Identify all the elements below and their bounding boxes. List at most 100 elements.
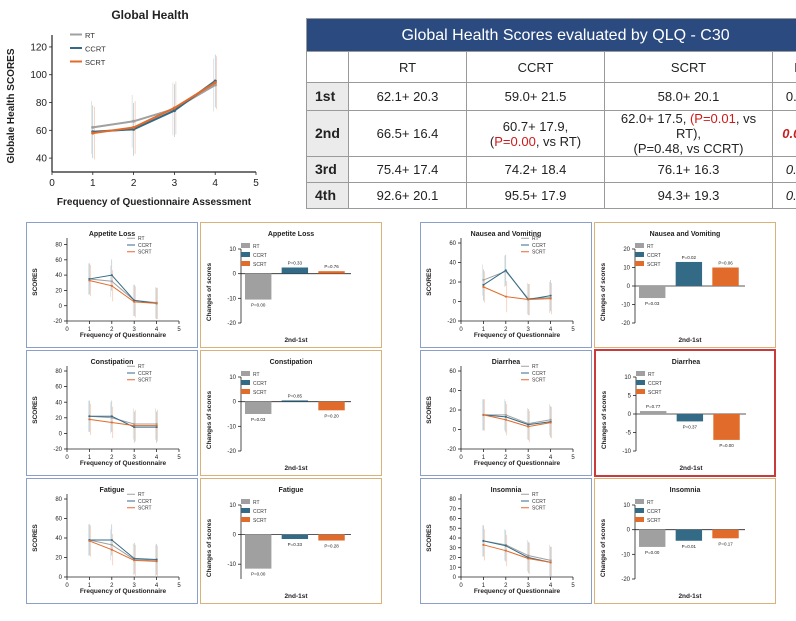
legend-label-scrt: SCRT	[532, 506, 546, 512]
x-tick-label: 1	[482, 455, 486, 461]
bar-p-label: P=0.00	[251, 572, 266, 577]
x-tick-label: 3	[527, 583, 531, 589]
y-tick-label: 100	[30, 70, 47, 81]
x-axis-label: 2nd-1st	[284, 337, 308, 344]
legend-label-rt: RT	[253, 372, 260, 378]
bar-scrt	[712, 529, 739, 539]
cell-p: 0.62	[771, 182, 796, 209]
x-axis-label: 2nd-1st	[679, 465, 703, 472]
x-tick-label: 1	[482, 583, 486, 589]
legend-swatch-scrt	[241, 389, 250, 394]
x-tick-label: 4	[155, 327, 159, 333]
legend-label-scrt: SCRT	[138, 506, 152, 512]
legend-label-scrt: SCRT	[138, 378, 152, 384]
data-point-ccrt	[482, 283, 485, 286]
data-point-scrt	[527, 425, 530, 428]
bar-ccrt	[281, 400, 309, 402]
chart-title: Appetite Loss	[268, 231, 314, 238]
y-tick-label: -10	[622, 449, 631, 455]
legend-label-scrt: SCRT	[253, 262, 267, 268]
data-point-ccrt	[504, 544, 507, 547]
legend-swatch-rt	[635, 499, 644, 504]
y-axis-label: SCORES	[426, 268, 433, 296]
bar-scrt	[318, 271, 345, 274]
data-point-scrt	[482, 285, 485, 288]
cell-rt: 66.5+ 16.4	[348, 110, 467, 157]
bar-p-label: P=0.33	[288, 542, 303, 547]
bar-p-label: P=0.00	[251, 303, 266, 308]
bar-scrt	[318, 401, 345, 411]
chart-title: Insomnia	[491, 487, 522, 494]
data-point-scrt	[172, 106, 176, 110]
legend-swatch-rt	[241, 371, 250, 376]
y-axis-label: Changes of scores	[206, 263, 213, 322]
cell-ccrt: 95.5+ 17.9	[466, 182, 605, 209]
legend-label-rt: RT	[138, 364, 145, 370]
x-axis-label: Frequency of Questionnaire	[80, 332, 167, 339]
legend-label-ccrt: CCRT	[532, 243, 546, 249]
data-point-ccrt	[155, 558, 158, 561]
appetite-line-panel: Appetite Loss -20 0 20 40 60 80 0 1 2 3 4 5 Frequency…	[26, 222, 198, 348]
y-tick-label: 0	[233, 400, 237, 406]
bar-p-label: P=0.06	[718, 261, 733, 266]
y-tick-label: 60	[55, 258, 62, 264]
data-point-scrt	[91, 131, 95, 135]
legend-label-scrt: SCRT	[648, 390, 662, 396]
x-tick-label: 0	[65, 327, 69, 333]
x-axis-label: 2nd-1st	[284, 465, 308, 472]
x-tick-label: 0	[49, 178, 55, 189]
y-tick-label: 0	[627, 284, 631, 290]
data-point-rt	[110, 416, 113, 419]
data-point-scrt	[88, 539, 91, 542]
legend-label-rt: RT	[648, 372, 655, 378]
chart-title: Appetite Loss	[89, 231, 135, 238]
bar-p-label: P=0.85	[288, 393, 303, 398]
y-tick-label: 40	[55, 400, 62, 406]
bar-p-label: P=0.03	[645, 301, 660, 306]
cell-p: 0.06	[771, 82, 796, 111]
table-row: 4th 92.6+ 20.1 95.5+ 17.9 94.3+ 19.3 0.6…	[306, 182, 796, 209]
data-point-rt	[549, 418, 552, 421]
series-line-scrt	[483, 414, 551, 428]
legend-swatch-ccrt	[241, 380, 250, 385]
legend-label-rt: RT	[532, 492, 539, 498]
legend-swatch-ccrt	[635, 508, 644, 513]
x-axis-label: 2nd-1st	[284, 593, 308, 600]
diarrhea-line-panel: Diarrhea -20 0 20 40 60 0 1 2 3 4 5 Frequency of Que…	[420, 350, 592, 476]
data-point-scrt	[110, 548, 113, 551]
insomnia-bar-panel: Insomnia -20 -10 0 10 2nd-1st Changes of score…	[594, 478, 776, 604]
series-line-scrt	[89, 540, 157, 562]
x-tick-label: 5	[571, 327, 575, 333]
bar-p-label: P=0.20	[324, 413, 339, 418]
data-point-ccrt	[155, 426, 158, 429]
constipation-bar-chart: Constipation -20 -10 0 10 2nd-1st Changes of s…	[206, 359, 351, 472]
legend-swatch-scrt	[636, 389, 645, 394]
bar-p-label: P=0.17	[718, 541, 733, 546]
legend-label-ccrt: CCRT	[253, 381, 267, 387]
legend-swatch-ccrt	[241, 508, 250, 513]
y-axis-label: Changes of scores	[600, 519, 607, 578]
y-axis-label: SCORES	[32, 524, 39, 552]
legend-label-scrt: SCRT	[138, 250, 152, 256]
y-tick-label: 40	[449, 536, 456, 542]
y-tick-label: 0	[59, 575, 63, 581]
data-point-ccrt	[133, 557, 136, 560]
legend-label-rt: RT	[253, 244, 260, 250]
y-tick-label: -20	[447, 319, 456, 325]
x-tick-label: 0	[65, 583, 69, 589]
y-tick-label: 40	[449, 389, 456, 395]
y-axis-label: Changes of scores	[601, 391, 608, 450]
series-line-rt	[483, 414, 551, 425]
bar-p-label: P=0.00	[719, 443, 734, 448]
appetite-bar-chart: Appetite Loss -20 -10 0 10 2nd-1st Changes of …	[206, 231, 351, 344]
legend-swatch-rt	[241, 243, 250, 248]
y-tick-label: 40	[55, 536, 62, 542]
legend-label-scrt: SCRT	[532, 250, 546, 256]
bar-p-label: P=0.33	[288, 261, 303, 266]
series-line-scrt	[483, 286, 551, 301]
y-axis-label: SCORES	[32, 268, 39, 296]
bar-rt	[245, 273, 272, 300]
y-tick-label: -20	[621, 321, 630, 327]
